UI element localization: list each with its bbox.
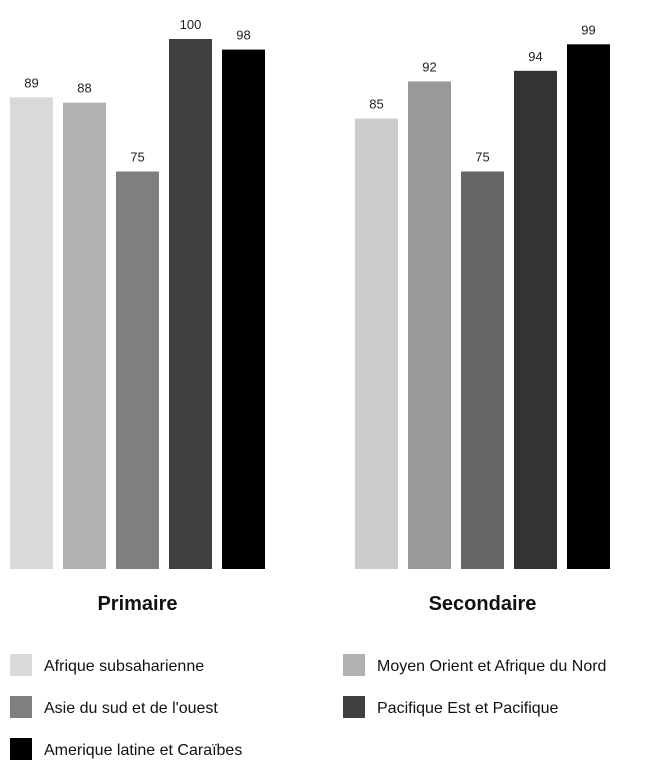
legend-label: Moyen Orient et Afrique du Nord (377, 658, 606, 675)
bar-primaire-3 (169, 39, 212, 569)
legend-swatch (10, 696, 32, 718)
value-label: 75 (475, 150, 489, 165)
bar-secondaire-1 (408, 81, 451, 570)
bar-secondaire-2 (461, 171, 504, 569)
value-label: 100 (180, 17, 202, 32)
legend-swatch (343, 696, 365, 718)
value-label: 94 (528, 49, 542, 64)
value-label: 99 (581, 22, 595, 37)
bar-secondaire-4 (567, 44, 610, 570)
legend-label: Asie du sud et de l'ouest (44, 700, 218, 717)
legend: Afrique subsaharienne Moyen Orient et Afr… (10, 654, 606, 760)
category-label: Primaire (97, 593, 177, 615)
value-labels-layer: 89 88 75 100 98 85 92 75 94 99 (24, 17, 595, 165)
legend-swatch (10, 738, 32, 760)
legend-swatch (10, 654, 32, 676)
bar-primaire-4 (222, 49, 265, 570)
category-label: Secondaire (429, 593, 537, 615)
value-label: 98 (236, 28, 250, 43)
bar-secondaire-0 (355, 118, 398, 569)
bar-secondaire-3 (514, 70, 557, 570)
value-label: 75 (130, 150, 144, 165)
legend-label: Afrique subsaharienne (44, 658, 204, 675)
legend-label: Amerique latine et Caraïbes (44, 742, 242, 759)
bar-primaire-0 (10, 97, 53, 570)
value-label: 89 (24, 75, 38, 90)
category-labels-layer: Primaire Secondaire (97, 593, 536, 615)
value-label: 88 (77, 81, 91, 96)
value-label: 92 (422, 59, 436, 74)
bars-layer (10, 39, 610, 570)
legend-swatch (343, 654, 365, 676)
bar-primaire-1 (63, 102, 106, 569)
bar-primaire-2 (116, 171, 159, 569)
legend-label: Pacifique Est et Pacifique (377, 700, 559, 717)
value-label: 85 (369, 97, 383, 112)
